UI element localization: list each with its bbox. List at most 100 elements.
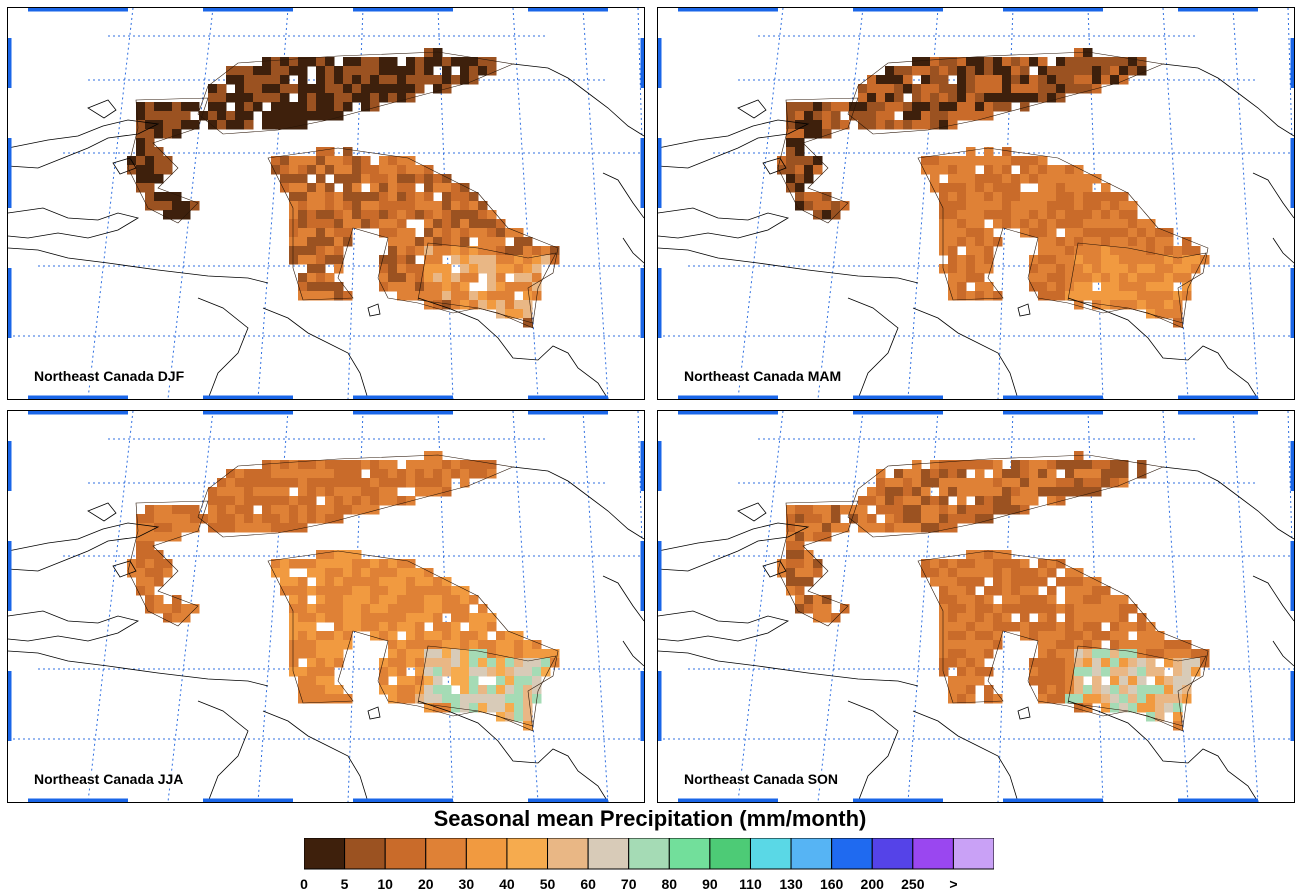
precip-cell — [172, 514, 182, 524]
precip-cell — [433, 183, 443, 193]
precip-cell — [550, 246, 560, 256]
precip-cell — [975, 640, 985, 650]
precip-cell — [1101, 183, 1111, 193]
precip-cell — [1011, 192, 1021, 202]
precip-cell — [244, 111, 254, 121]
precip-cell — [957, 102, 967, 112]
precip-cell — [343, 613, 353, 623]
precip-cell — [478, 246, 488, 256]
coastline — [658, 610, 790, 642]
precip-cell — [244, 66, 254, 76]
precip-cell — [957, 219, 967, 229]
precip-cell — [1101, 291, 1111, 301]
precip-cell — [1110, 57, 1120, 67]
coastline — [417, 297, 609, 399]
precip-cell — [1074, 658, 1084, 668]
precip-cell — [966, 57, 976, 67]
precip-cell — [415, 57, 425, 67]
precip-cell — [1083, 460, 1093, 470]
precip-cell — [948, 291, 958, 301]
precip-cell — [271, 496, 281, 506]
precip-cell — [280, 577, 290, 587]
precip-cell — [804, 192, 814, 202]
colorbar-swatch — [749, 838, 792, 870]
precip-cell — [957, 649, 967, 659]
precip-cell — [966, 183, 976, 193]
precip-cell — [1092, 577, 1102, 587]
precip-cell — [496, 712, 506, 722]
precip-cell — [172, 604, 182, 614]
coastline — [8, 610, 140, 642]
precip-cell — [1038, 577, 1048, 587]
precip-cell — [975, 514, 985, 524]
precip-cell — [352, 505, 362, 515]
precip-cell — [813, 532, 823, 542]
precip-cell — [1164, 255, 1174, 265]
precip-cell — [316, 84, 326, 94]
precip-cell — [478, 201, 488, 211]
precip-cell — [930, 174, 940, 184]
precip-cell — [154, 604, 164, 614]
precip-cell — [397, 237, 407, 247]
precip-cell — [496, 631, 506, 641]
precip-cell — [325, 631, 335, 641]
precip-cell — [975, 66, 985, 76]
precip-cell — [415, 469, 425, 479]
precip-cell — [388, 246, 398, 256]
precip-cell — [343, 66, 353, 76]
precip-cell — [1137, 228, 1147, 238]
precip-cell — [298, 228, 308, 238]
coastline — [8, 522, 160, 572]
precip-cell — [1155, 300, 1165, 310]
precip-cell — [523, 300, 533, 310]
precip-cell — [849, 505, 859, 515]
precip-cell — [334, 631, 344, 641]
precip-cell — [406, 604, 416, 614]
precip-cell — [415, 604, 425, 614]
coastline — [737, 99, 767, 119]
precip-cell — [136, 559, 146, 569]
precip-cell — [406, 210, 416, 220]
precip-cell — [1128, 282, 1138, 292]
precip-cell — [514, 640, 524, 650]
precip-cell — [957, 667, 967, 677]
precip-cell — [307, 156, 317, 166]
precip-cell — [433, 75, 443, 85]
precip-cell — [379, 667, 389, 677]
precip-cell — [433, 210, 443, 220]
precip-cell — [397, 496, 407, 506]
precip-cell — [1119, 282, 1129, 292]
precip-cell — [975, 595, 985, 605]
precip-cell — [966, 165, 976, 175]
precip-cell — [912, 120, 922, 130]
precip-cell — [876, 478, 886, 488]
precip-cell — [1038, 613, 1048, 623]
precip-cell — [1083, 273, 1093, 283]
precip-cell — [795, 102, 805, 112]
colorbar-tick-label: 90 — [702, 876, 718, 892]
precip-cell — [163, 156, 173, 166]
precip-cell — [1119, 201, 1129, 211]
precip-cell — [397, 685, 407, 695]
precip-cell — [271, 568, 281, 578]
precip-cell — [289, 66, 299, 76]
precip-cell — [1056, 676, 1066, 686]
precip-cell — [316, 156, 326, 166]
precip-cell — [145, 138, 155, 148]
precip-cell — [415, 622, 425, 632]
precip-cell — [975, 255, 985, 265]
precip-cell — [1110, 658, 1120, 668]
precip-cell — [460, 201, 470, 211]
precip-cell — [487, 300, 497, 310]
precip-cell — [795, 165, 805, 175]
precip-cell — [1065, 631, 1075, 641]
precip-cell — [939, 505, 949, 515]
precip-cell — [253, 75, 263, 85]
precip-cell — [145, 523, 155, 533]
precip-cell — [975, 282, 985, 292]
precip-cell — [948, 658, 958, 668]
precip-cell — [478, 640, 488, 650]
precip-cell — [397, 568, 407, 578]
precip-cell — [424, 577, 434, 587]
precip-cell — [316, 228, 326, 238]
